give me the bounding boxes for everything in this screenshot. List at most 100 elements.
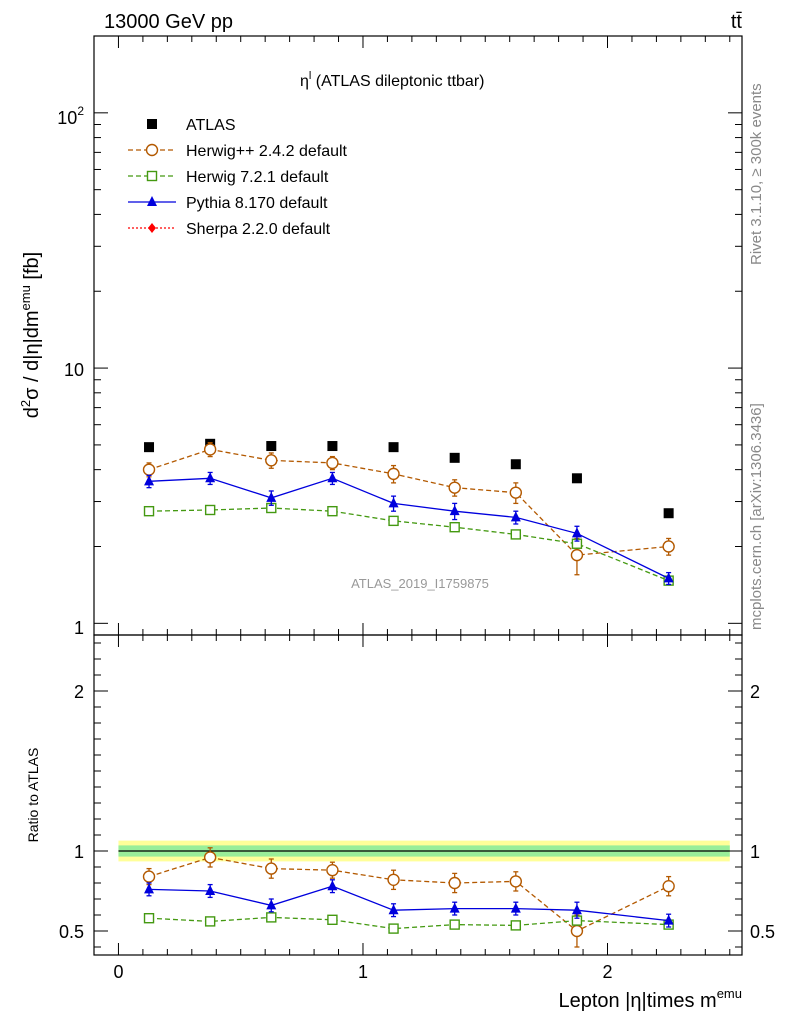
main-point-3-3 bbox=[327, 472, 338, 483]
main-point-1-4 bbox=[387, 467, 400, 481]
analysis-watermark: ATLAS_2019_I1759875 bbox=[351, 576, 489, 591]
main-point-0-6 bbox=[510, 459, 521, 470]
x-axis-label: Lepton |η|times memu bbox=[558, 986, 742, 1012]
ratio-point-0-1 bbox=[203, 851, 217, 864]
main-point-3-7 bbox=[571, 527, 582, 538]
main-panel: ATLAS_2019_I1759875 ηl (ATLAS dileptonic… bbox=[18, 35, 743, 638]
main-y-tick-labels: 1 10 102 bbox=[57, 104, 84, 638]
main-point-3-5 bbox=[449, 505, 460, 516]
main-point-0-3 bbox=[327, 441, 338, 452]
ratio-frame bbox=[93, 634, 743, 956]
main-point-1-1 bbox=[203, 443, 217, 456]
ratio-y-tick-label-left-0: 0.5 bbox=[59, 922, 84, 942]
ratio-point-1-6 bbox=[510, 920, 522, 931]
main-point-1-8 bbox=[662, 540, 675, 553]
ratio-point-2-4 bbox=[388, 904, 399, 915]
main-point-1-5 bbox=[448, 481, 461, 494]
main-point-0-8 bbox=[663, 508, 674, 519]
main-y-tick-label-100: 102 bbox=[57, 104, 84, 128]
main-y-tick-label-100-exp: 2 bbox=[77, 104, 84, 118]
main-point-0-0 bbox=[144, 442, 155, 453]
x-tick-label-2: 2 bbox=[603, 962, 613, 982]
plot-title-rest: (ATLAS dileptonic ttbar) bbox=[311, 73, 484, 90]
main-point-1-6 bbox=[509, 486, 523, 499]
main-point-3-1 bbox=[205, 472, 216, 483]
ratio-series-2 bbox=[144, 879, 674, 928]
main-point-1-0 bbox=[142, 463, 156, 476]
legend-label-1: Herwig++ 2.4.2 default bbox=[186, 143, 348, 160]
ratio-point-2-5 bbox=[449, 902, 460, 913]
ratio-series-0 bbox=[142, 847, 675, 948]
ratio-series-line-2 bbox=[149, 885, 669, 922]
ratio-series-1 bbox=[143, 912, 674, 934]
rivet-version-label: Rivet 3.1.10, ≥ 300k events bbox=[748, 83, 765, 265]
ratio-y-axis-label: Ratio to ATLAS bbox=[25, 748, 41, 843]
x-axis-label-main: Lepton |η|times m bbox=[558, 990, 716, 1012]
plot-title: ηl (ATLAS dileptonic ttbar) bbox=[300, 70, 484, 90]
ratio-point-1-5 bbox=[449, 919, 460, 930]
main-point-3-0 bbox=[144, 475, 155, 486]
ylabel-part-unit: [fb] bbox=[21, 252, 43, 285]
ratio-point-1-3 bbox=[327, 914, 338, 925]
legend-marker-0 bbox=[147, 119, 157, 129]
legend: ATLAS Herwig++ 2.4.2 default Herwig 7.2.1 … bbox=[128, 117, 348, 238]
main-point-0-7 bbox=[571, 473, 582, 484]
ratio-y-tick-label-right-0: 0.5 bbox=[750, 922, 775, 942]
main-point-3-2 bbox=[266, 491, 277, 502]
ylabel-part-mid: σ / d|η|dm bbox=[21, 310, 43, 399]
main-point-2-3 bbox=[327, 505, 338, 517]
ylabel-part-sup-emu: emu bbox=[18, 285, 33, 310]
main-series-line-3 bbox=[148, 477, 669, 579]
main-y-tick-label-10: 10 bbox=[64, 360, 84, 380]
main-y-axis-label: d2σ / d|η|dmemu [fb] bbox=[18, 252, 43, 418]
main-series-line-1 bbox=[148, 448, 669, 556]
main-point-3-8 bbox=[663, 572, 674, 583]
ratio-point-0-2 bbox=[265, 862, 278, 875]
legend-label-3: Pythia 8.170 default bbox=[186, 195, 328, 212]
ratio-point-2-0 bbox=[144, 883, 155, 894]
main-y-tick-label-1: 1 bbox=[74, 618, 84, 638]
ratio-point-2-1 bbox=[205, 885, 216, 895]
x-tick-label-1: 1 bbox=[358, 962, 368, 982]
ratio-y-tick-label-right-1: 1 bbox=[750, 842, 760, 862]
x-axis-label-superscript: emu bbox=[717, 986, 742, 1001]
ylabel-part-sup2: 2 bbox=[18, 400, 33, 407]
main-point-2-4 bbox=[388, 515, 399, 527]
ratio-point-1-2 bbox=[266, 912, 277, 923]
main-series-0 bbox=[144, 438, 674, 519]
legend-marker-2 bbox=[146, 170, 158, 182]
ratio-point-2-6 bbox=[510, 902, 521, 913]
plot-title-symbol: η bbox=[300, 73, 309, 90]
main-series-1 bbox=[142, 442, 675, 576]
ylabel-part-d: d bbox=[21, 407, 43, 418]
ratio-point-2-3 bbox=[327, 880, 338, 891]
legend-marker-4 bbox=[148, 223, 156, 233]
main-series-2 bbox=[143, 502, 674, 586]
main-point-3-4 bbox=[388, 497, 399, 508]
ratio-panel: 0.5 0.5 1 1 2 2 0 1 2 Ratio to ATLAS Lepton |η|t… bbox=[25, 634, 775, 1012]
ratio-point-0-3 bbox=[326, 864, 339, 877]
ratio-point-2-7 bbox=[571, 904, 582, 915]
ratio-point-0-0 bbox=[142, 870, 156, 883]
main-point-0-2 bbox=[266, 441, 277, 452]
main-point-0-4 bbox=[388, 442, 399, 453]
ratio-y-tick-label-left-1: 1 bbox=[74, 842, 84, 862]
main-series-line-2 bbox=[149, 507, 669, 582]
mcplots-label: mcplots.cern.ch [arXiv:1306.3436] bbox=[748, 403, 765, 630]
ratio-y-tick-label-left-2: 2 bbox=[74, 682, 84, 702]
ratio-point-1-0 bbox=[143, 913, 155, 924]
x-tick-label-0: 0 bbox=[113, 962, 123, 982]
main-point-2-6 bbox=[510, 529, 522, 540]
ratio-point-1-4 bbox=[388, 923, 399, 934]
ratio-point-1-1 bbox=[204, 916, 216, 927]
ratio-point-0-7 bbox=[570, 924, 584, 938]
main-y-tick-label-100-base: 10 bbox=[57, 108, 77, 128]
main-point-3-6 bbox=[510, 511, 521, 522]
main-point-0-5 bbox=[449, 452, 460, 463]
ratio-y-tick-label-right-2: 2 bbox=[750, 682, 760, 702]
ratio-series-line-1 bbox=[148, 916, 669, 930]
main-point-1-7 bbox=[570, 548, 584, 562]
ratio-point-0-4 bbox=[387, 873, 400, 886]
plot-title-superscript: l bbox=[309, 70, 311, 82]
